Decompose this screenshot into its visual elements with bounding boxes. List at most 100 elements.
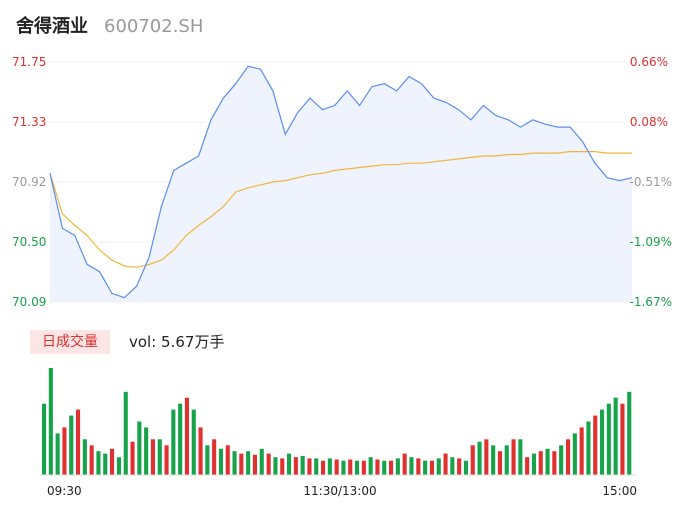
volume-bar — [171, 409, 176, 475]
volume-bar — [572, 433, 577, 475]
volume-bar — [212, 439, 217, 475]
volume-bar — [55, 433, 60, 475]
price-axis: 71.75 71.33 70.92 70.50 70.09 — [12, 55, 46, 309]
volume-bar — [280, 458, 285, 475]
price-tick-2: 70.92 — [12, 175, 46, 189]
volume-bar — [497, 451, 502, 475]
price-tick-0: 71.75 — [12, 55, 46, 69]
volume-bar — [511, 439, 516, 475]
volume-bar — [123, 391, 128, 475]
volume-bar — [355, 460, 360, 475]
volume-bar — [531, 453, 536, 475]
daily-volume-tab[interactable]: 日成交量 — [30, 330, 110, 354]
volume-readout: vol: 5.67万手 — [129, 333, 225, 351]
volume-bar — [82, 439, 87, 475]
volume-bar — [103, 453, 108, 475]
volume-bar — [545, 448, 550, 475]
time-tick-0: 09:30 — [47, 484, 82, 498]
volume-bar — [593, 415, 598, 475]
volume-bar — [620, 403, 625, 475]
volume-bar — [246, 451, 251, 475]
volume-bar — [225, 445, 230, 475]
volume-bar — [525, 457, 530, 475]
price-line — [49, 65, 633, 299]
percent-axis: 0.66% 0.08% -0.51% -1.09% -1.67% — [630, 55, 672, 309]
volume-bar — [252, 454, 257, 475]
time-axis: 09:30 11:30/13:00 15:00 — [47, 484, 637, 498]
volume-bar — [436, 458, 441, 475]
volume-bar — [600, 409, 605, 475]
price-tick-4: 70.09 — [12, 295, 46, 309]
volume-bar — [491, 445, 496, 475]
volume-bar — [538, 451, 543, 475]
volume-bar — [62, 427, 67, 475]
volume-bar — [327, 458, 332, 475]
volume-bar — [164, 445, 169, 475]
pct-tick-4: -1.67% — [630, 295, 672, 309]
pct-tick-2: -0.51% — [630, 175, 672, 189]
volume-bar — [137, 421, 142, 475]
volume-bar — [627, 391, 632, 475]
volume-bar — [205, 445, 210, 475]
volume-bar — [586, 421, 591, 475]
volume-bar — [429, 460, 434, 475]
volume-bar — [300, 456, 305, 475]
volume-bar — [198, 427, 203, 475]
volume-bar — [321, 460, 326, 475]
volume-bar — [191, 409, 196, 475]
volume-bar — [348, 459, 353, 475]
price-tick-1: 71.33 — [12, 115, 46, 129]
volume-bar — [273, 457, 278, 475]
volume-bar — [484, 439, 489, 475]
volume-bar — [287, 453, 292, 475]
volume-bar — [157, 439, 162, 475]
volume-bar — [606, 403, 611, 475]
pct-tick-0: 0.66% — [630, 55, 668, 69]
price-tick-3: 70.50 — [12, 235, 46, 249]
volume-bar — [361, 460, 366, 475]
volume-bar — [116, 457, 121, 475]
volume-bar — [341, 460, 346, 475]
price-area-fill — [50, 66, 632, 302]
volume-bar — [450, 457, 455, 475]
volume-bar — [184, 397, 189, 475]
volume-bar — [48, 368, 53, 475]
stock-name: 舍得酒业 — [16, 16, 88, 37]
volume-bar — [232, 451, 237, 475]
volume-bar — [314, 458, 319, 475]
volume-bar — [69, 415, 74, 475]
price-area — [50, 66, 632, 302]
volume-bar — [463, 460, 468, 475]
volume-bar — [76, 409, 81, 475]
volume-bar — [266, 453, 271, 475]
price-grid — [50, 61, 632, 303]
volume-bar — [504, 445, 509, 475]
volume-bar — [566, 439, 571, 475]
volume-bar — [334, 459, 339, 475]
volume-bar — [375, 459, 380, 475]
volume-bar — [402, 453, 407, 475]
volume-bar — [559, 445, 564, 475]
volume-bar — [613, 397, 618, 475]
volume-bars — [42, 368, 632, 475]
volume-bar — [443, 453, 448, 475]
volume-bar — [518, 439, 523, 475]
volume-bar — [552, 451, 557, 475]
volume-bar — [178, 403, 183, 475]
volume-bar — [470, 445, 475, 475]
volume-bar — [144, 427, 149, 475]
volume-bar — [409, 457, 414, 475]
volume-bar — [416, 458, 421, 475]
volume-bar — [382, 460, 387, 475]
average-price-line — [49, 151, 632, 268]
volume-bar — [96, 451, 101, 475]
volume-bar — [307, 458, 312, 475]
volume-bar — [150, 439, 155, 475]
volume-bar — [89, 445, 94, 475]
volume-bar — [293, 457, 298, 475]
volume-bar — [368, 457, 373, 475]
volume-bar — [389, 460, 394, 475]
time-tick-2: 15:00 — [602, 484, 637, 498]
pct-tick-3: -1.09% — [630, 235, 672, 249]
